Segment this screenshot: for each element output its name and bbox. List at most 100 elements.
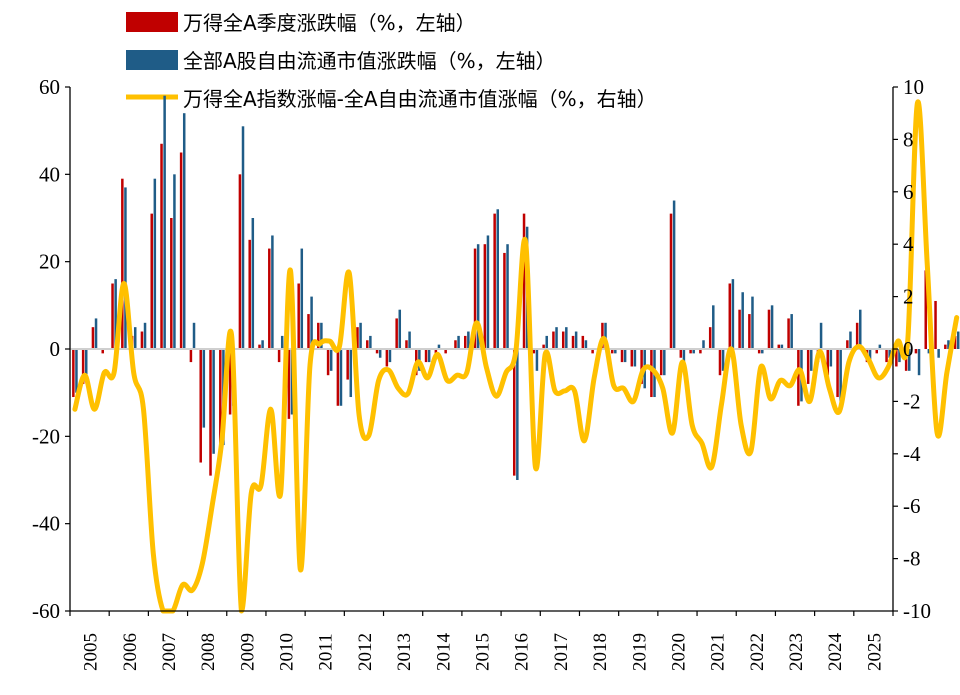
x-tick-label: 2021 [708, 633, 729, 671]
bar-free-float-q19 [251, 218, 255, 349]
right-tick-label: 8 [903, 127, 914, 151]
bar-wind-a-q9 [150, 213, 153, 349]
bar-wind-a-q22 [277, 349, 281, 363]
right-tick-label: -6 [903, 494, 921, 518]
bar-wind-a-q32 [375, 349, 379, 354]
bar-wind-a-q44 [493, 213, 496, 349]
bar-wind-a-q50 [552, 331, 555, 349]
bar-wind-a-q49 [542, 344, 545, 349]
bar-wind-a-q15 [209, 349, 212, 476]
bar-wind-a-q69 [738, 309, 741, 349]
bar-free-float-q49 [545, 335, 548, 349]
bar-free-float-q58 [633, 349, 637, 367]
bar-free-float-q2 [85, 349, 88, 380]
bar-free-float-q45 [506, 244, 509, 349]
bar-wind-a-q87 [914, 349, 918, 354]
bar-wind-a-q74 [787, 318, 790, 349]
bar-wind-a-q80 [846, 340, 849, 349]
x-tick-label: 2009 [237, 633, 258, 671]
x-tick-label: 2011 [316, 633, 337, 670]
bar-wind-a-q61 [659, 349, 663, 376]
bar-free-float-q72 [770, 305, 774, 349]
bar-wind-a-q47 [522, 213, 526, 349]
bar-free-float-q18 [241, 126, 245, 349]
bar-wind-a-q75 [797, 349, 800, 406]
x-tick-label: 2017 [551, 633, 572, 671]
bar-free-float-q73 [780, 344, 784, 349]
bar-free-float-q86 [908, 349, 911, 371]
bar-wind-a-q55 [601, 322, 604, 349]
x-tick-label: 2012 [355, 633, 376, 671]
spread-line [72, 99, 960, 614]
bar-wind-a-q13 [189, 349, 193, 363]
bar-free-float-q57 [623, 349, 627, 363]
bar-free-float-q76 [810, 349, 813, 371]
bar-wind-a-q24 [297, 283, 300, 349]
bar-wind-a-q54 [591, 349, 594, 354]
bar-free-float-q91 [956, 331, 960, 349]
bar-free-float-q30 [359, 322, 362, 349]
bar-wind-a-q5 [111, 283, 114, 349]
bar-wind-a-q17 [228, 349, 232, 415]
bar-wind-a-q48 [532, 349, 536, 354]
bar-free-float-q66 [712, 305, 715, 349]
bar-wind-a-q16 [219, 349, 222, 450]
x-tick-label: 2013 [394, 633, 415, 671]
bar-wind-a-q28 [336, 349, 340, 406]
right-tick-label: 4 [903, 232, 914, 256]
bar-free-float-q43 [486, 235, 490, 349]
bar-wind-a-q68 [728, 283, 732, 349]
bar-free-float-q83 [878, 344, 882, 349]
bar-free-float-q28 [339, 349, 343, 406]
right-tick-label: 2 [903, 285, 914, 309]
bar-free-float-q90 [947, 340, 950, 349]
x-tick-label: 2018 [590, 633, 611, 671]
bar-wind-a-q27 [326, 349, 330, 376]
bar-free-float-q5 [114, 279, 117, 349]
bar-free-float-q48 [535, 349, 539, 371]
right-tick-label: -2 [903, 389, 921, 413]
bar-wind-a-q23 [287, 349, 291, 419]
bar-free-float-q67 [721, 349, 725, 371]
bar-free-float-q77 [819, 322, 823, 349]
bars [72, 95, 960, 480]
bar-free-float-q88 [927, 349, 931, 354]
bar-free-float-q81 [859, 309, 862, 349]
bar-wind-a-q59 [640, 349, 643, 384]
bar-wind-a-q30 [356, 327, 359, 349]
bar-free-float-q3 [94, 318, 98, 349]
x-tick-label: 2014 [433, 633, 454, 672]
bar-wind-a-q21 [268, 248, 271, 349]
bar-wind-a-q57 [620, 349, 624, 363]
bar-free-float-q42 [476, 244, 480, 349]
legend-label-wind-a-quarterly: 万得全A季度涨跌幅（%，左轴） [183, 11, 476, 35]
bar-wind-a-q91 [953, 335, 957, 349]
bar-wind-a-q79 [836, 349, 839, 398]
bar-wind-a-q81 [855, 322, 859, 349]
right-tick-label: 10 [903, 75, 924, 99]
bar-free-float-q53 [584, 340, 588, 349]
bar-free-float-q82 [868, 349, 872, 363]
bar-wind-a-q71 [757, 349, 761, 354]
bar-wind-a-q67 [718, 349, 722, 376]
bar-wind-a-q53 [581, 335, 585, 349]
left-tick-label: -40 [32, 512, 60, 536]
bar-wind-a-q70 [748, 314, 751, 349]
bar-free-float-q14 [202, 349, 206, 428]
bar-free-float-q87 [917, 349, 921, 376]
bar-free-float-q37 [427, 349, 431, 363]
bar-wind-a-q4 [101, 349, 104, 354]
bar-wind-a-q2 [81, 349, 85, 384]
bar-free-float-q27 [329, 349, 333, 371]
bar-wind-a-q39 [444, 349, 447, 354]
bar-wind-a-q83 [875, 349, 878, 354]
bar-wind-a-q37 [424, 349, 428, 363]
bar-free-float-q61 [663, 349, 666, 376]
bar-free-float-q12 [182, 113, 186, 349]
bar-free-float-q64 [692, 349, 695, 354]
bar-wind-a-q10 [160, 143, 163, 349]
legend-swatch-wind-a-quarterly [126, 12, 178, 32]
x-tick-label: 2022 [747, 633, 768, 671]
bar-wind-a-q63 [679, 349, 683, 358]
